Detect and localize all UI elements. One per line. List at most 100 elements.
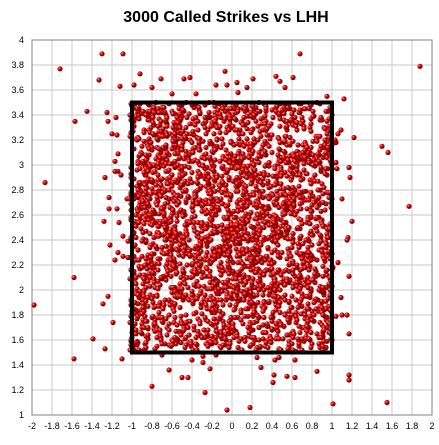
scatter-point xyxy=(251,319,257,326)
scatter-point xyxy=(159,314,165,321)
scatter-point xyxy=(339,312,345,318)
scatter-point xyxy=(172,314,178,321)
scatter-point xyxy=(187,252,193,258)
scatter-point xyxy=(241,189,247,196)
scatter-point xyxy=(159,318,165,324)
scatter-point xyxy=(269,326,275,332)
scatter-point xyxy=(315,187,321,193)
scatter-point xyxy=(179,147,185,153)
scatter-point xyxy=(240,247,246,253)
scatter-point xyxy=(289,293,295,299)
scatter-point xyxy=(106,194,112,201)
scatter-point xyxy=(186,111,192,117)
scatter-point xyxy=(181,327,187,333)
y-tick-label: 4 xyxy=(19,35,24,45)
scatter-point xyxy=(234,222,240,228)
scatter-point xyxy=(219,264,225,271)
x-tick-label: -1.2 xyxy=(104,421,120,431)
scatter-point xyxy=(197,268,203,274)
scatter-point xyxy=(261,314,267,321)
scatter-point xyxy=(164,114,170,121)
scatter-point xyxy=(294,279,300,286)
scatter-point xyxy=(202,314,208,321)
scatter-point xyxy=(273,238,279,244)
scatter-point xyxy=(257,193,263,199)
scatter-point xyxy=(240,321,246,327)
scatter-point xyxy=(288,253,294,259)
scatter-point xyxy=(247,404,253,411)
scatter-point xyxy=(266,234,272,241)
scatter-point xyxy=(183,312,189,318)
scatter-point xyxy=(142,262,148,268)
scatter-point xyxy=(284,118,290,124)
scatter-point xyxy=(192,144,198,151)
scatter-point xyxy=(99,51,105,57)
scatter-point xyxy=(213,82,219,88)
scatter-point xyxy=(151,104,157,111)
scatter-point xyxy=(96,77,102,83)
scatter-point xyxy=(290,184,296,191)
scatter-point xyxy=(222,336,228,342)
scatter-point xyxy=(172,158,178,164)
scatter-point xyxy=(307,313,313,319)
y-tick-label: 3.4 xyxy=(11,110,24,120)
scatter-point xyxy=(323,149,329,156)
scatter-point xyxy=(245,194,251,201)
scatter-point xyxy=(204,249,210,256)
scatter-point xyxy=(167,229,173,236)
scatter-point xyxy=(222,247,228,253)
scatter-point xyxy=(194,201,200,207)
scatter-point xyxy=(311,299,317,306)
scatter-point xyxy=(258,179,264,186)
scatter-point xyxy=(319,298,325,304)
scatter-point xyxy=(271,271,277,277)
scatter-point xyxy=(182,222,188,228)
scatter-point xyxy=(272,298,278,304)
scatter-point xyxy=(183,334,189,341)
scatter-point xyxy=(156,303,162,309)
scatter-point xyxy=(283,267,289,273)
scatter-point xyxy=(385,149,391,156)
scatter-point xyxy=(214,328,220,334)
scatter-point xyxy=(113,114,119,121)
scatter-point xyxy=(273,73,279,79)
scatter-point xyxy=(282,292,288,298)
scatter-point xyxy=(196,136,202,142)
scatter-point xyxy=(310,108,316,114)
scatter-point xyxy=(147,212,153,218)
scatter-point xyxy=(305,301,311,307)
scatter-point xyxy=(223,157,229,163)
scatter-point xyxy=(320,273,326,279)
scatter-point xyxy=(125,238,131,244)
scatter-point xyxy=(296,183,302,189)
scatter-point xyxy=(258,364,264,371)
scatter-point xyxy=(299,114,305,121)
scatter-point xyxy=(234,79,240,86)
scatter-point xyxy=(417,63,423,69)
scatter-point xyxy=(254,202,260,208)
scatter-point xyxy=(211,296,217,302)
scatter-point xyxy=(301,259,307,266)
scatter-point xyxy=(190,203,196,209)
scatter-point xyxy=(266,196,272,202)
scatter-point xyxy=(296,273,302,279)
scatter-point xyxy=(276,294,282,301)
scatter-point xyxy=(296,323,302,329)
scatter-point xyxy=(275,253,281,259)
scatter-point xyxy=(246,263,252,269)
scatter-point xyxy=(213,208,219,214)
scatter-point xyxy=(205,209,211,216)
scatter-point xyxy=(306,197,312,203)
scatter-point xyxy=(207,366,213,372)
x-tick-label: 1.6 xyxy=(386,421,399,431)
scatter-point xyxy=(240,217,246,223)
scatter-point xyxy=(72,118,78,124)
scatter-point xyxy=(334,166,340,172)
scatter-point xyxy=(196,283,202,289)
scatter-point xyxy=(174,202,180,208)
scatter-point xyxy=(320,223,326,229)
scatter-point xyxy=(268,283,274,289)
scatter-point xyxy=(304,293,310,299)
x-tick-label: 0.6 xyxy=(286,421,299,431)
scatter-point xyxy=(268,314,274,321)
